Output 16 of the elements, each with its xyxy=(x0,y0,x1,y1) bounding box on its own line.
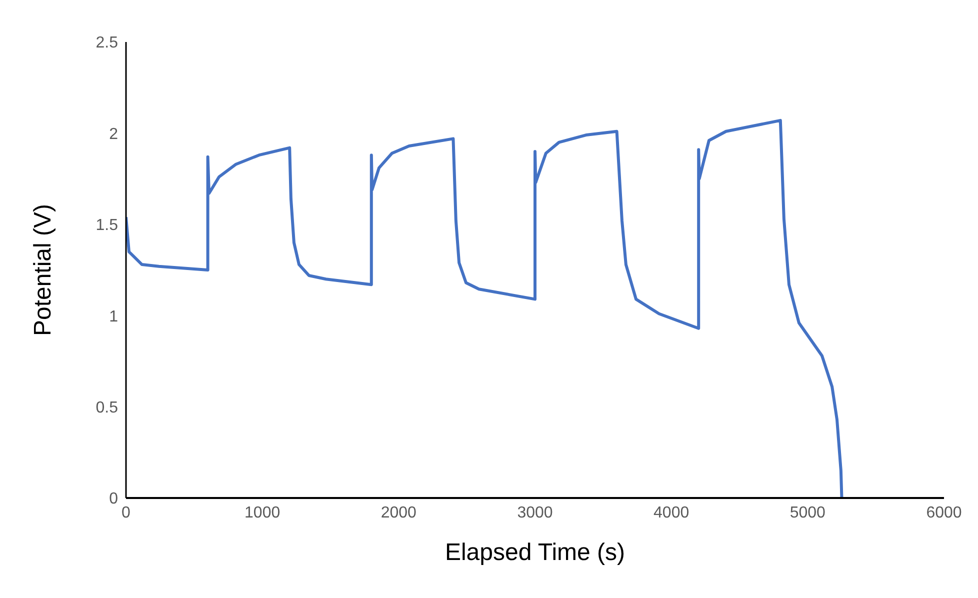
x-tick-label: 3000 xyxy=(517,504,553,522)
y-tick-label: 2 xyxy=(109,126,118,143)
y-tick-label: 0 xyxy=(109,490,118,508)
line-series xyxy=(126,118,844,498)
x-tick-label: 2000 xyxy=(380,504,417,522)
y-axis-title: Potential (V) xyxy=(30,204,57,336)
y-tick-label: 2.5 xyxy=(96,34,118,52)
x-tick-label: 4000 xyxy=(654,504,690,522)
x-tick-label: 0 xyxy=(122,504,131,522)
y-tick-label: 1.5 xyxy=(96,217,118,234)
x-tick-label: 1000 xyxy=(244,504,280,522)
x-axis-title: Elapsed Time (s) xyxy=(444,539,626,566)
x-tick-label: 5000 xyxy=(790,504,826,522)
y-tick-label: 0.5 xyxy=(96,399,118,416)
x-tick-label: 6000 xyxy=(926,504,962,522)
y-tick-label: 1 xyxy=(109,308,118,326)
